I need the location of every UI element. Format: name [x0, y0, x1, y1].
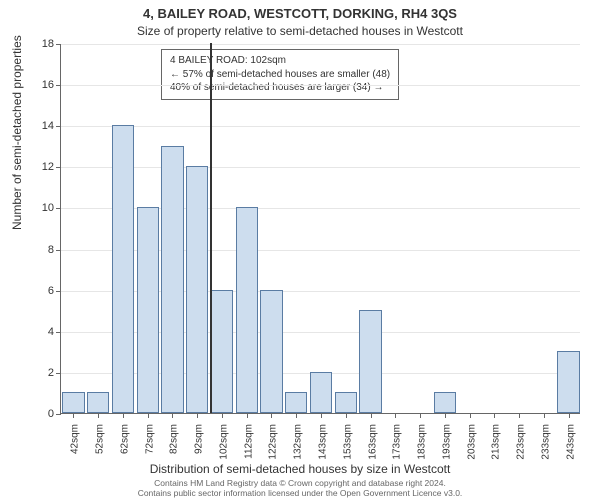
x-tick	[519, 413, 520, 418]
y-tick	[56, 332, 61, 333]
annotation-line: ← 57% of semi-detached houses are smalle…	[170, 68, 390, 82]
x-tick-label: 82sqm	[169, 424, 180, 454]
chart-title-sub: Size of property relative to semi-detach…	[0, 24, 600, 38]
y-tick-label: 4	[0, 326, 54, 338]
x-tick	[395, 413, 396, 418]
x-tick-label: 62sqm	[119, 424, 130, 454]
x-tick-label: 243sqm	[565, 424, 576, 460]
x-tick	[247, 413, 248, 418]
x-axis-label: Distribution of semi-detached houses by …	[0, 462, 600, 476]
y-tick	[56, 414, 61, 415]
x-tick-label: 52sqm	[95, 424, 106, 454]
x-tick-label: 72sqm	[144, 424, 155, 454]
y-tick-label: 16	[0, 79, 54, 91]
x-tick	[148, 413, 149, 418]
x-tick-label: 223sqm	[516, 424, 527, 460]
x-tick	[271, 413, 272, 418]
histogram-bar	[112, 125, 134, 413]
histogram-bar	[557, 351, 579, 413]
y-tick-label: 2	[0, 367, 54, 379]
x-tick	[445, 413, 446, 418]
histogram-bar	[236, 207, 258, 413]
y-tick-label: 18	[0, 38, 54, 50]
x-tick-label: 203sqm	[466, 424, 477, 460]
histogram-bar	[335, 392, 357, 413]
x-tick	[420, 413, 421, 418]
x-tick	[544, 413, 545, 418]
y-tick-label: 8	[0, 244, 54, 256]
annotation-line: 4 BAILEY ROAD: 102sqm	[170, 54, 390, 68]
y-tick	[56, 44, 61, 45]
y-tick	[56, 373, 61, 374]
y-tick-label: 10	[0, 202, 54, 214]
x-tick-label: 163sqm	[367, 424, 378, 460]
histogram-bar	[161, 146, 183, 413]
x-tick-label: 153sqm	[342, 424, 353, 460]
x-tick-label: 132sqm	[293, 424, 304, 460]
x-tick-label: 213sqm	[491, 424, 502, 460]
x-tick	[494, 413, 495, 418]
footer-line: Contains public sector information licen…	[0, 488, 600, 498]
x-tick-label: 92sqm	[194, 424, 205, 454]
x-tick	[470, 413, 471, 418]
histogram-bar	[260, 290, 282, 413]
histogram-bar	[211, 290, 233, 413]
histogram-bar	[434, 392, 456, 413]
y-tick	[56, 126, 61, 127]
x-tick	[296, 413, 297, 418]
gridline	[61, 85, 580, 86]
y-tick	[56, 208, 61, 209]
x-tick-label: 112sqm	[243, 424, 254, 459]
histogram-bar	[87, 392, 109, 413]
footer-attribution: Contains HM Land Registry data © Crown c…	[0, 478, 600, 498]
x-tick	[569, 413, 570, 418]
histogram-bar	[137, 207, 159, 413]
x-tick	[197, 413, 198, 418]
y-tick	[56, 85, 61, 86]
annotation-box: 4 BAILEY ROAD: 102sqm ← 57% of semi-deta…	[161, 49, 399, 100]
y-tick-label: 12	[0, 161, 54, 173]
chart-container: 4, BAILEY ROAD, WESTCOTT, DORKING, RH4 3…	[0, 0, 600, 500]
y-tick-label: 14	[0, 120, 54, 132]
y-tick	[56, 167, 61, 168]
y-axis-label: Number of semi-detached properties	[10, 35, 24, 230]
x-tick-label: 193sqm	[441, 424, 452, 460]
x-tick-label: 183sqm	[417, 424, 428, 460]
gridline	[61, 167, 580, 168]
x-tick-label: 233sqm	[540, 424, 551, 460]
gridline	[61, 126, 580, 127]
x-tick	[321, 413, 322, 418]
histogram-bar	[310, 372, 332, 413]
histogram-bar	[62, 392, 84, 413]
x-tick-label: 173sqm	[392, 424, 403, 460]
gridline	[61, 44, 580, 45]
x-tick-label: 42sqm	[70, 424, 81, 454]
x-tick-label: 143sqm	[318, 424, 329, 460]
y-tick-label: 0	[0, 408, 54, 420]
annotation-line: 40% of semi-detached houses are larger (…	[170, 81, 390, 95]
x-tick	[222, 413, 223, 418]
x-tick	[123, 413, 124, 418]
x-tick	[73, 413, 74, 418]
histogram-bar	[359, 310, 381, 413]
x-tick-label: 102sqm	[218, 424, 229, 460]
x-tick-label: 122sqm	[268, 424, 279, 460]
histogram-bar	[285, 392, 307, 413]
x-tick	[371, 413, 372, 418]
reference-line	[210, 43, 212, 413]
histogram-bar	[186, 166, 208, 413]
y-tick-label: 6	[0, 285, 54, 297]
y-tick	[56, 291, 61, 292]
x-tick	[346, 413, 347, 418]
footer-line: Contains HM Land Registry data © Crown c…	[0, 478, 600, 488]
plot-area: 4 BAILEY ROAD: 102sqm ← 57% of semi-deta…	[60, 44, 580, 414]
x-tick	[98, 413, 99, 418]
y-tick	[56, 250, 61, 251]
chart-title-main: 4, BAILEY ROAD, WESTCOTT, DORKING, RH4 3…	[0, 6, 600, 21]
x-tick	[172, 413, 173, 418]
